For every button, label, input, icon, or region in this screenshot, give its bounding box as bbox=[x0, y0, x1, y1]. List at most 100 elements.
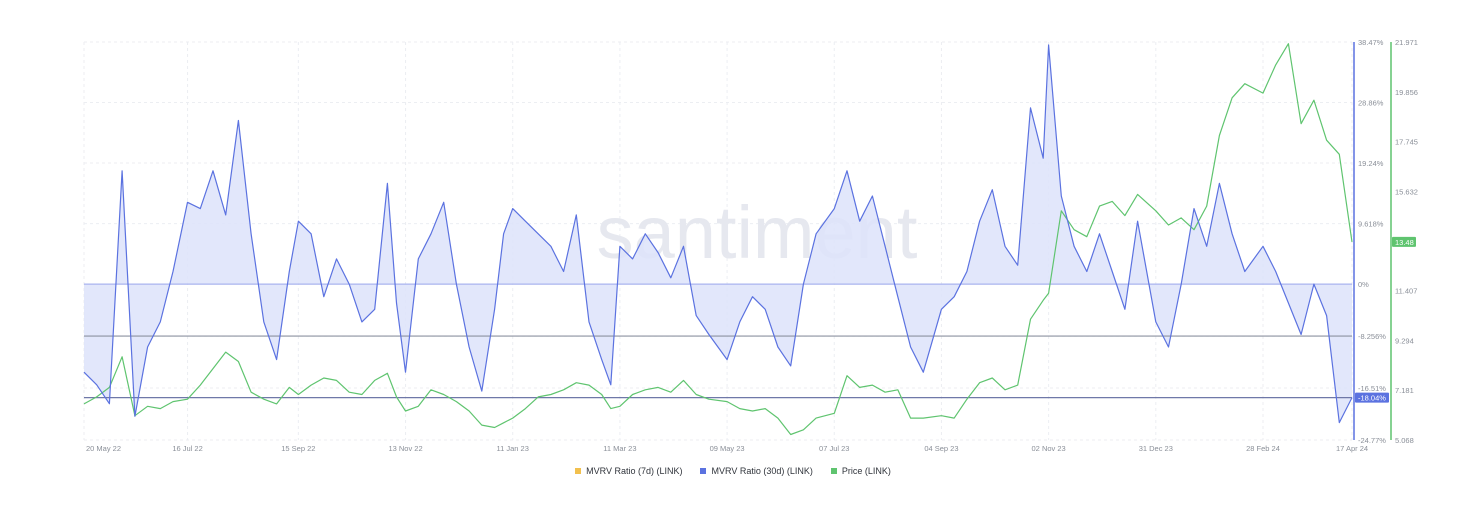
price-point bbox=[405, 410, 407, 412]
mvrv-30d-point bbox=[172, 271, 174, 273]
x-tick-label: 11 Jan 23 bbox=[497, 444, 529, 453]
mvrv-30d-point bbox=[298, 220, 300, 222]
price-point bbox=[225, 351, 227, 353]
price-point bbox=[396, 396, 398, 398]
mvrv-30d-point bbox=[966, 271, 968, 273]
mvrv-30d-point bbox=[1193, 208, 1195, 210]
mvrv-30d-point bbox=[657, 252, 659, 254]
mvrv-30d-point bbox=[1231, 233, 1233, 235]
price-point bbox=[456, 401, 458, 403]
mvrv-30d-point bbox=[1073, 246, 1075, 248]
price-point bbox=[739, 408, 741, 410]
price-tick-label: 11.407 bbox=[1395, 287, 1417, 296]
price-point bbox=[726, 401, 728, 403]
price-point bbox=[1206, 205, 1208, 207]
x-tick-label: 11 Mar 23 bbox=[603, 444, 636, 453]
mvrv-30d-point bbox=[310, 233, 312, 235]
mvrv-30d-point bbox=[147, 346, 149, 348]
price-point bbox=[859, 387, 861, 389]
mvrv-30d-point bbox=[405, 371, 407, 373]
mvrv-30d-point bbox=[1351, 397, 1353, 399]
price-point bbox=[1231, 97, 1233, 99]
price-point bbox=[683, 380, 685, 382]
mvrv-30d-point bbox=[576, 214, 578, 216]
mvrv-30d-point bbox=[834, 208, 836, 210]
mvrv-30d-point bbox=[1262, 246, 1264, 248]
mvrv-tick-label: -8.256% bbox=[1358, 332, 1386, 341]
price-point bbox=[992, 377, 994, 379]
mvrv-30d-point bbox=[846, 170, 848, 172]
mvrv-30d-point bbox=[708, 334, 710, 336]
mvrv-30d-point bbox=[443, 202, 445, 204]
mvrv-30d-point bbox=[1339, 422, 1341, 424]
legend-label-price: Price (LINK) bbox=[841, 466, 891, 476]
mvrv-30d-point bbox=[418, 258, 420, 260]
price-point bbox=[1048, 293, 1050, 295]
x-tick-label: 13 Nov 22 bbox=[388, 444, 422, 453]
price-point bbox=[512, 417, 514, 419]
price-point bbox=[1030, 318, 1032, 320]
mvrv-30d-point bbox=[1206, 246, 1208, 248]
price-point bbox=[815, 417, 817, 419]
mvrv-30d-point bbox=[238, 120, 240, 122]
price-point bbox=[550, 394, 552, 396]
price-point bbox=[884, 391, 886, 393]
price-point bbox=[443, 394, 445, 396]
x-tick-label: 07 Jul 23 bbox=[819, 444, 849, 453]
price-point bbox=[1339, 154, 1341, 156]
price-point bbox=[708, 398, 710, 400]
price-point bbox=[966, 398, 968, 400]
x-tick-label: 20 May 22 bbox=[86, 444, 121, 453]
mvrv-current-label: -18.04% bbox=[1358, 394, 1386, 403]
legend-item-mvrv-7d[interactable]: MVRV Ratio (7d) (LINK) bbox=[575, 466, 682, 476]
price-point bbox=[212, 368, 214, 370]
price-point bbox=[172, 401, 174, 403]
mvrv-30d-point bbox=[859, 220, 861, 222]
mvrv-30d-point bbox=[1313, 283, 1315, 285]
price-point bbox=[1017, 384, 1019, 386]
price-point bbox=[645, 389, 647, 391]
price-point bbox=[777, 417, 779, 419]
price-point bbox=[576, 382, 578, 384]
legend-swatch-mvrv-30d bbox=[700, 468, 707, 474]
mvrv-30d-point bbox=[1275, 271, 1277, 273]
price-line bbox=[83, 43, 1353, 436]
price-point bbox=[348, 391, 350, 393]
price-point bbox=[1300, 123, 1302, 125]
price-point bbox=[160, 408, 162, 410]
price-point bbox=[803, 429, 805, 431]
mvrv-30d-point bbox=[872, 195, 874, 197]
mvrv-30d-point bbox=[550, 246, 552, 248]
price-point bbox=[846, 375, 848, 377]
mvrv-30d-point bbox=[323, 296, 325, 298]
mvrv-30d-point bbox=[1137, 220, 1139, 222]
price-point bbox=[250, 391, 252, 393]
price-point bbox=[632, 394, 634, 396]
price-point bbox=[923, 417, 925, 419]
mvrv-tick-label: -16.51% bbox=[1358, 384, 1386, 393]
price-point bbox=[670, 391, 672, 393]
mvrv-30d-point bbox=[1180, 283, 1182, 285]
price-point bbox=[96, 396, 98, 398]
price-point bbox=[374, 380, 376, 382]
legend-item-mvrv-30d[interactable]: MVRV Ratio (30d) (LINK) bbox=[700, 466, 813, 476]
mvrv-30d-point bbox=[250, 233, 252, 235]
price-point bbox=[238, 361, 240, 363]
mvrv-30d-point bbox=[387, 183, 389, 185]
price-point bbox=[695, 394, 697, 396]
price-point bbox=[336, 380, 338, 382]
price-tick-label: 7.181 bbox=[1395, 386, 1414, 395]
price-point bbox=[310, 384, 312, 386]
price-point bbox=[361, 394, 363, 396]
mvrv-30d-point bbox=[752, 296, 754, 298]
mvrv-30d-point bbox=[884, 246, 886, 248]
mvrv-30d-point bbox=[1004, 246, 1006, 248]
mvrv-30d-point bbox=[1042, 157, 1044, 159]
mvrv-30d-point bbox=[200, 208, 202, 210]
legend-item-price[interactable]: Price (LINK) bbox=[830, 466, 891, 476]
price-tick-label: 5.068 bbox=[1395, 436, 1414, 445]
legend-label-mvrv-30d: MVRV Ratio (30d) (LINK) bbox=[711, 466, 813, 476]
mvrv-30d-point bbox=[588, 321, 590, 323]
price-point bbox=[83, 403, 85, 405]
price-point bbox=[588, 384, 590, 386]
